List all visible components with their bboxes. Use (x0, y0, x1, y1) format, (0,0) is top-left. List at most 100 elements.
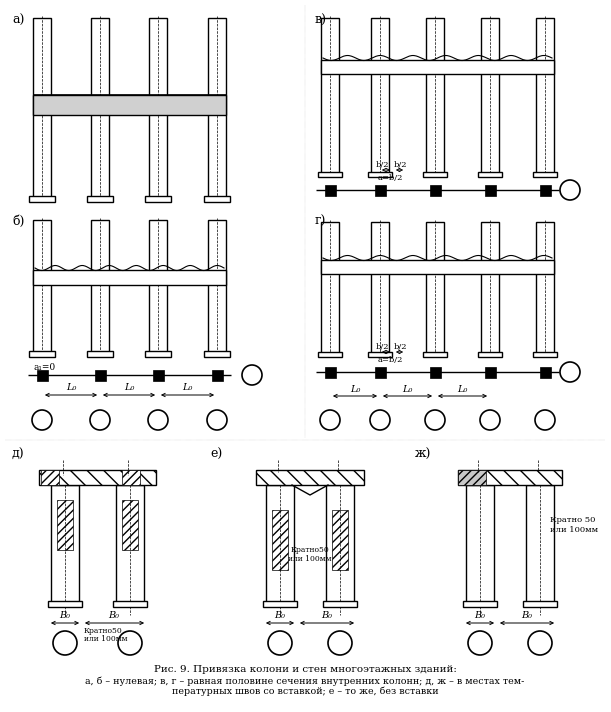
Bar (51, 485, 79, 605)
Circle shape (148, 410, 168, 430)
Bar (39, 470, 156, 485)
Circle shape (118, 631, 142, 655)
Circle shape (320, 410, 340, 430)
Bar (466, 485, 494, 605)
Bar (533, 352, 557, 357)
Bar (29, 196, 55, 202)
Circle shape (425, 410, 445, 430)
Bar (426, 18, 444, 175)
Bar (91, 18, 109, 200)
Circle shape (268, 631, 292, 655)
Bar (478, 172, 502, 177)
Text: а): а) (12, 14, 24, 27)
Bar (481, 222, 499, 355)
Bar (430, 185, 441, 196)
Text: пературных швов со вставкой; е – то же, без вставки: пературных швов со вставкой; е – то же, … (172, 687, 438, 696)
Circle shape (560, 180, 580, 200)
Text: B₀: B₀ (475, 612, 486, 620)
Text: б): б) (12, 215, 24, 228)
Bar (41, 470, 59, 485)
Circle shape (328, 631, 352, 655)
Text: или 100мм: или 100мм (550, 526, 598, 534)
Text: L₀: L₀ (457, 384, 467, 394)
Text: B₀: B₀ (321, 612, 332, 620)
Bar (116, 485, 144, 605)
Bar (325, 367, 336, 378)
Bar (463, 601, 497, 607)
Bar (321, 222, 339, 355)
Circle shape (560, 362, 580, 382)
Bar (523, 601, 557, 607)
Text: B₀: B₀ (109, 612, 120, 620)
Bar (29, 351, 55, 357)
Text: L₀: L₀ (124, 384, 134, 392)
Text: b/2: b/2 (393, 343, 407, 351)
Circle shape (53, 631, 77, 655)
Bar (458, 470, 486, 485)
Circle shape (207, 410, 227, 430)
Circle shape (468, 631, 492, 655)
Bar (122, 500, 138, 550)
Bar (458, 470, 562, 485)
Circle shape (535, 410, 555, 430)
Bar (149, 220, 167, 355)
Text: L₀: L₀ (66, 384, 76, 392)
Text: L₀: L₀ (182, 384, 192, 392)
Bar (153, 370, 164, 381)
Bar (430, 367, 441, 378)
Bar (485, 185, 496, 196)
Text: b/2: b/2 (375, 161, 389, 169)
Bar (540, 185, 551, 196)
Text: a=b/2: a=b/2 (378, 356, 403, 364)
Bar (321, 18, 339, 175)
Bar (533, 172, 557, 177)
Text: B₀: B₀ (59, 612, 70, 620)
Text: Кратно50: Кратно50 (291, 546, 329, 554)
Bar (371, 222, 389, 355)
Text: b/2: b/2 (393, 161, 407, 169)
Text: L₀: L₀ (402, 384, 412, 394)
Bar (57, 500, 73, 550)
Bar (375, 367, 386, 378)
Bar (113, 601, 147, 607)
Text: Кратно50: Кратно50 (84, 627, 123, 635)
Text: в): в) (315, 14, 327, 27)
Text: или 100мм: или 100мм (84, 635, 128, 643)
Text: Кратно 50: Кратно 50 (550, 516, 595, 524)
Bar (485, 367, 496, 378)
Bar (87, 196, 113, 202)
Bar (48, 601, 82, 607)
Bar (536, 222, 554, 355)
Bar (326, 485, 354, 605)
Bar (323, 601, 357, 607)
Bar (325, 185, 336, 196)
Bar (122, 470, 140, 485)
Bar (423, 352, 447, 357)
Bar (266, 485, 294, 605)
Bar (375, 185, 386, 196)
Bar (478, 352, 502, 357)
Text: L₀: L₀ (350, 384, 360, 394)
Bar (91, 220, 109, 355)
Text: а, б – нулевая; в, г – равная половине сечения внутренних колонн; д, ж – в места: а, б – нулевая; в, г – равная половине с… (86, 676, 525, 686)
Bar (145, 351, 171, 357)
Bar (149, 18, 167, 200)
Bar (95, 370, 106, 381)
Text: ж): ж) (415, 448, 431, 461)
Text: д): д) (12, 448, 24, 461)
Bar (204, 196, 230, 202)
Bar (318, 352, 342, 357)
Bar (368, 172, 392, 177)
Circle shape (242, 365, 262, 385)
Bar (33, 95, 226, 115)
Bar (536, 18, 554, 175)
Text: г): г) (315, 215, 326, 228)
Text: B₀: B₀ (522, 612, 533, 620)
Bar (263, 601, 297, 607)
Bar (204, 351, 230, 357)
Bar (33, 270, 226, 285)
Bar (332, 510, 348, 570)
Bar (272, 510, 288, 570)
Text: a=b/2: a=b/2 (378, 174, 403, 182)
Bar (526, 485, 554, 605)
